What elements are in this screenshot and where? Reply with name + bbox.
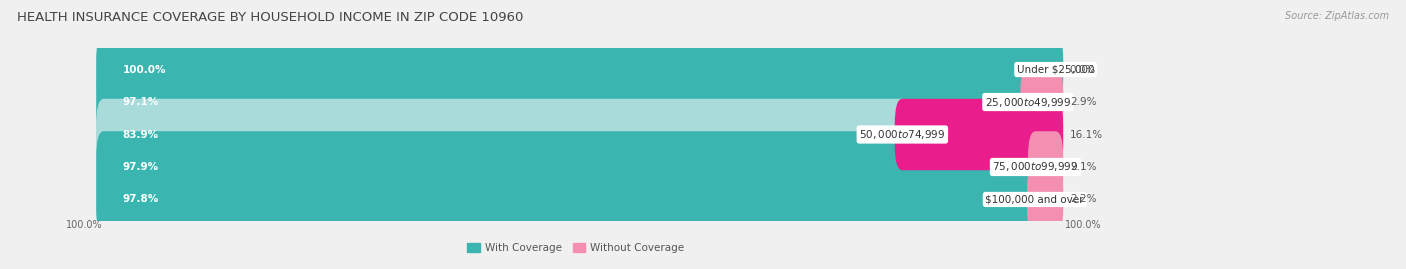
FancyBboxPatch shape <box>1028 131 1063 203</box>
FancyBboxPatch shape <box>1021 66 1063 138</box>
FancyBboxPatch shape <box>96 131 1063 203</box>
Text: $50,000 to $74,999: $50,000 to $74,999 <box>859 128 945 141</box>
FancyBboxPatch shape <box>96 34 1063 105</box>
FancyBboxPatch shape <box>96 99 910 170</box>
FancyBboxPatch shape <box>1026 164 1063 235</box>
Text: 2.9%: 2.9% <box>1070 97 1097 107</box>
Text: 97.1%: 97.1% <box>122 97 159 107</box>
Text: 2.2%: 2.2% <box>1070 194 1097 204</box>
Text: $25,000 to $49,999: $25,000 to $49,999 <box>984 95 1071 108</box>
Text: Under $25,000: Under $25,000 <box>1017 65 1094 75</box>
Text: 83.9%: 83.9% <box>122 129 159 140</box>
Text: 100.0%: 100.0% <box>66 220 103 230</box>
FancyBboxPatch shape <box>96 99 1063 170</box>
FancyBboxPatch shape <box>894 99 1063 170</box>
FancyBboxPatch shape <box>96 131 1043 203</box>
Text: 100.0%: 100.0% <box>1066 220 1102 230</box>
FancyBboxPatch shape <box>96 34 1063 105</box>
Legend: With Coverage, Without Coverage: With Coverage, Without Coverage <box>467 243 685 253</box>
FancyBboxPatch shape <box>96 66 1063 138</box>
Text: 100.0%: 100.0% <box>122 65 166 75</box>
Text: 97.8%: 97.8% <box>122 194 159 204</box>
Text: 16.1%: 16.1% <box>1070 129 1102 140</box>
FancyBboxPatch shape <box>96 164 1042 235</box>
Text: 2.1%: 2.1% <box>1070 162 1097 172</box>
Text: 0.0%: 0.0% <box>1070 65 1097 75</box>
Text: 97.9%: 97.9% <box>122 162 159 172</box>
Text: HEALTH INSURANCE COVERAGE BY HOUSEHOLD INCOME IN ZIP CODE 10960: HEALTH INSURANCE COVERAGE BY HOUSEHOLD I… <box>17 11 523 24</box>
Text: $75,000 to $99,999: $75,000 to $99,999 <box>993 161 1078 174</box>
FancyBboxPatch shape <box>96 66 1036 138</box>
FancyBboxPatch shape <box>96 164 1063 235</box>
Text: Source: ZipAtlas.com: Source: ZipAtlas.com <box>1285 11 1389 21</box>
Text: $100,000 and over: $100,000 and over <box>986 194 1084 204</box>
